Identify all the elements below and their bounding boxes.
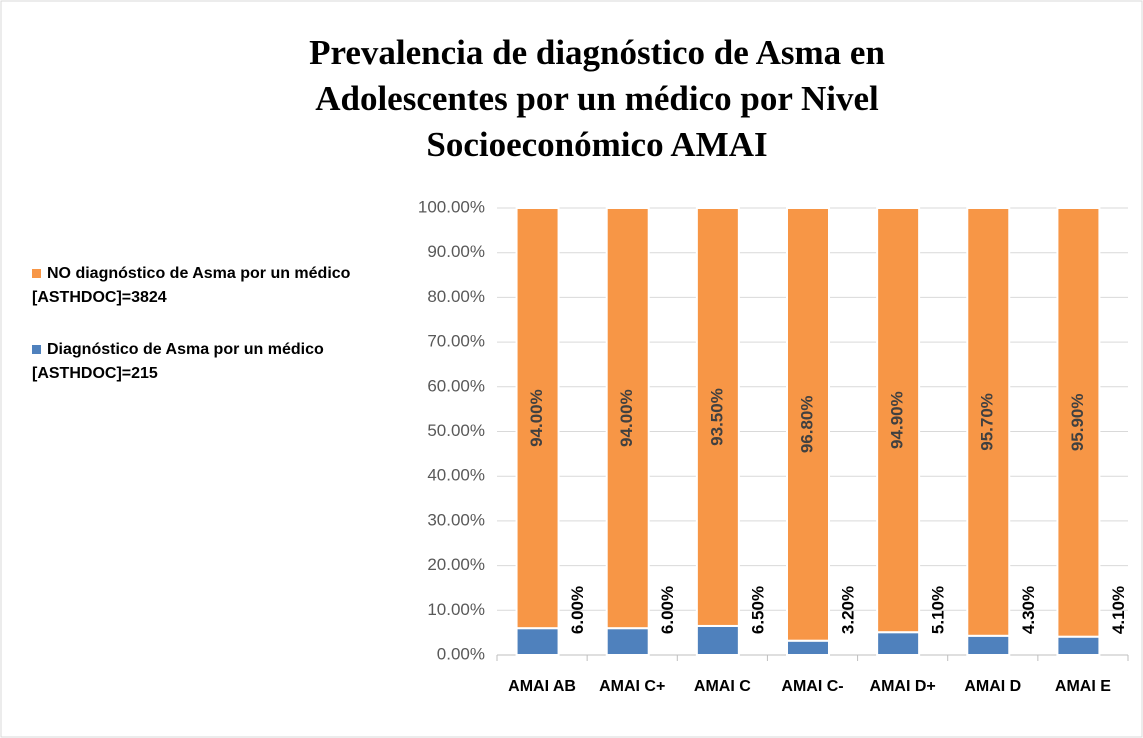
chart-title: Prevalencia de diagnóstico de Asma en Ad…: [309, 33, 885, 164]
y-tick-label: 60.00%: [427, 376, 485, 395]
bar-segment: [966, 207, 1011, 637]
y-tick-label: 90.00%: [427, 242, 485, 261]
x-tick-label: AMAI C-: [781, 678, 843, 695]
data-label: 96.80%: [797, 396, 816, 454]
y-tick-label: 100.00%: [418, 197, 485, 216]
legend-swatch: [32, 269, 41, 278]
x-tick-label: AMAI C: [694, 678, 751, 695]
data-label: 94.90%: [888, 391, 907, 449]
data-label: 6.00%: [658, 586, 677, 634]
y-tick-label: 80.00%: [427, 287, 485, 306]
bar-segment: [695, 624, 740, 657]
x-tick-label: AMAI C+: [599, 678, 665, 695]
data-label: 4.10%: [1109, 586, 1128, 634]
bar-segment: [515, 207, 560, 630]
y-tick-label: 50.00%: [427, 421, 485, 440]
bar-segment: [605, 627, 650, 656]
x-tick-label: AMAI AB: [508, 678, 576, 695]
data-label: 6.00%: [568, 586, 587, 634]
data-label: 3.20%: [838, 586, 857, 634]
data-label: 93.50%: [707, 388, 726, 446]
x-tick-label: AMAI D: [964, 678, 1021, 695]
bar-segment: [966, 634, 1011, 656]
y-tick-label: 0.00%: [437, 644, 485, 663]
bar-segment: [1056, 635, 1101, 656]
bar-segment: [695, 207, 740, 627]
legend-label: NO diagnóstico de Asma por un médico [AS…: [32, 265, 351, 306]
legend-label: Diagnóstico de Asma por un médico [ASTHD…: [32, 341, 324, 382]
x-tick-label: AMAI E: [1055, 678, 1111, 695]
y-tick-label: 40.00%: [427, 466, 485, 485]
y-tick-label: 20.00%: [427, 555, 485, 574]
data-label: 95.90%: [1068, 394, 1087, 452]
y-tick-label: 30.00%: [427, 510, 485, 529]
x-tick-label: AMAI D+: [870, 678, 936, 695]
bar-segment: [515, 627, 560, 656]
y-tick-label: 10.00%: [427, 600, 485, 619]
bar-segment: [1056, 207, 1101, 638]
bar-segment: [876, 207, 921, 634]
bar-segment: [785, 207, 830, 642]
data-label: 6.50%: [748, 586, 767, 634]
data-label: 95.70%: [978, 393, 997, 451]
legend-item: NO diagnóstico de Asma por un médico [AS…: [32, 262, 382, 310]
legend-swatch: [32, 345, 41, 354]
data-label: 94.00%: [527, 389, 546, 447]
data-label: 94.00%: [617, 389, 636, 447]
legend-item: Diagnóstico de Asma por un médico [ASTHD…: [32, 338, 382, 386]
bar-segment: [876, 631, 921, 657]
data-label: 4.30%: [1019, 586, 1038, 634]
y-tick-label: 70.00%: [427, 332, 485, 351]
bar-segment: [785, 639, 830, 656]
data-label: 5.10%: [929, 586, 948, 634]
bar-segment: [605, 207, 650, 630]
